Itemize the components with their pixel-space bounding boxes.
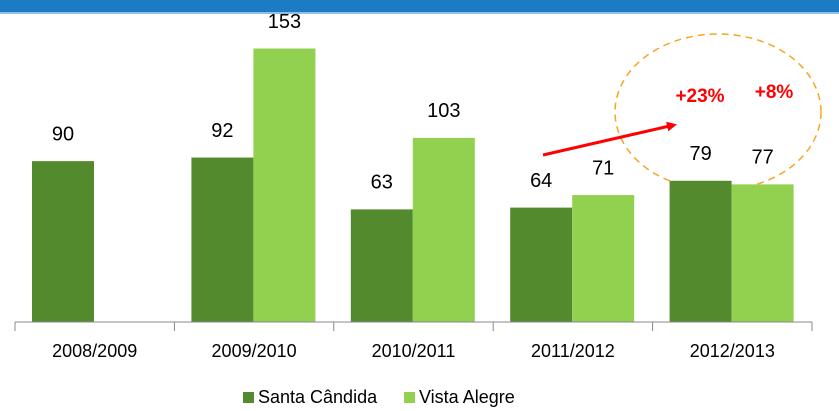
value-label: 63 — [371, 172, 393, 194]
bar — [253, 48, 316, 322]
bar — [510, 207, 573, 322]
legend-swatch — [243, 392, 254, 403]
value-label: 77 — [751, 147, 773, 169]
annotation: +8% — [755, 82, 794, 103]
bar — [32, 161, 94, 322]
x-tick-label: 2008/2009 — [52, 341, 137, 361]
value-label: 71 — [592, 157, 614, 179]
x-tick-label: 2010/2011 — [372, 341, 456, 361]
header-line — [0, 12, 839, 14]
header-band — [0, 0, 839, 12]
legend-swatch — [404, 392, 415, 403]
value-label: 92 — [211, 120, 233, 142]
annotation: +23% — [675, 86, 724, 107]
highlight-ellipse — [614, 33, 822, 191]
trend-arrow — [542, 121, 677, 157]
value-label: 90 — [52, 123, 74, 145]
bar — [191, 157, 254, 322]
bar — [412, 137, 475, 322]
x-tick-label: 2011/2012 — [531, 341, 615, 361]
value-label: 64 — [530, 170, 552, 192]
x-tick-label: 2009/2010 — [212, 341, 297, 361]
legend-label: Santa Cândida — [258, 387, 378, 407]
bar — [669, 180, 732, 322]
bar — [350, 209, 413, 322]
x-tick-label: 2012/2013 — [690, 341, 775, 361]
value-label: 103 — [427, 100, 460, 122]
bar — [731, 184, 794, 322]
value-label: 79 — [689, 143, 711, 165]
bar — [572, 195, 635, 322]
legend-label: Vista Alegre — [419, 387, 515, 407]
value-label: 153 — [268, 11, 301, 33]
